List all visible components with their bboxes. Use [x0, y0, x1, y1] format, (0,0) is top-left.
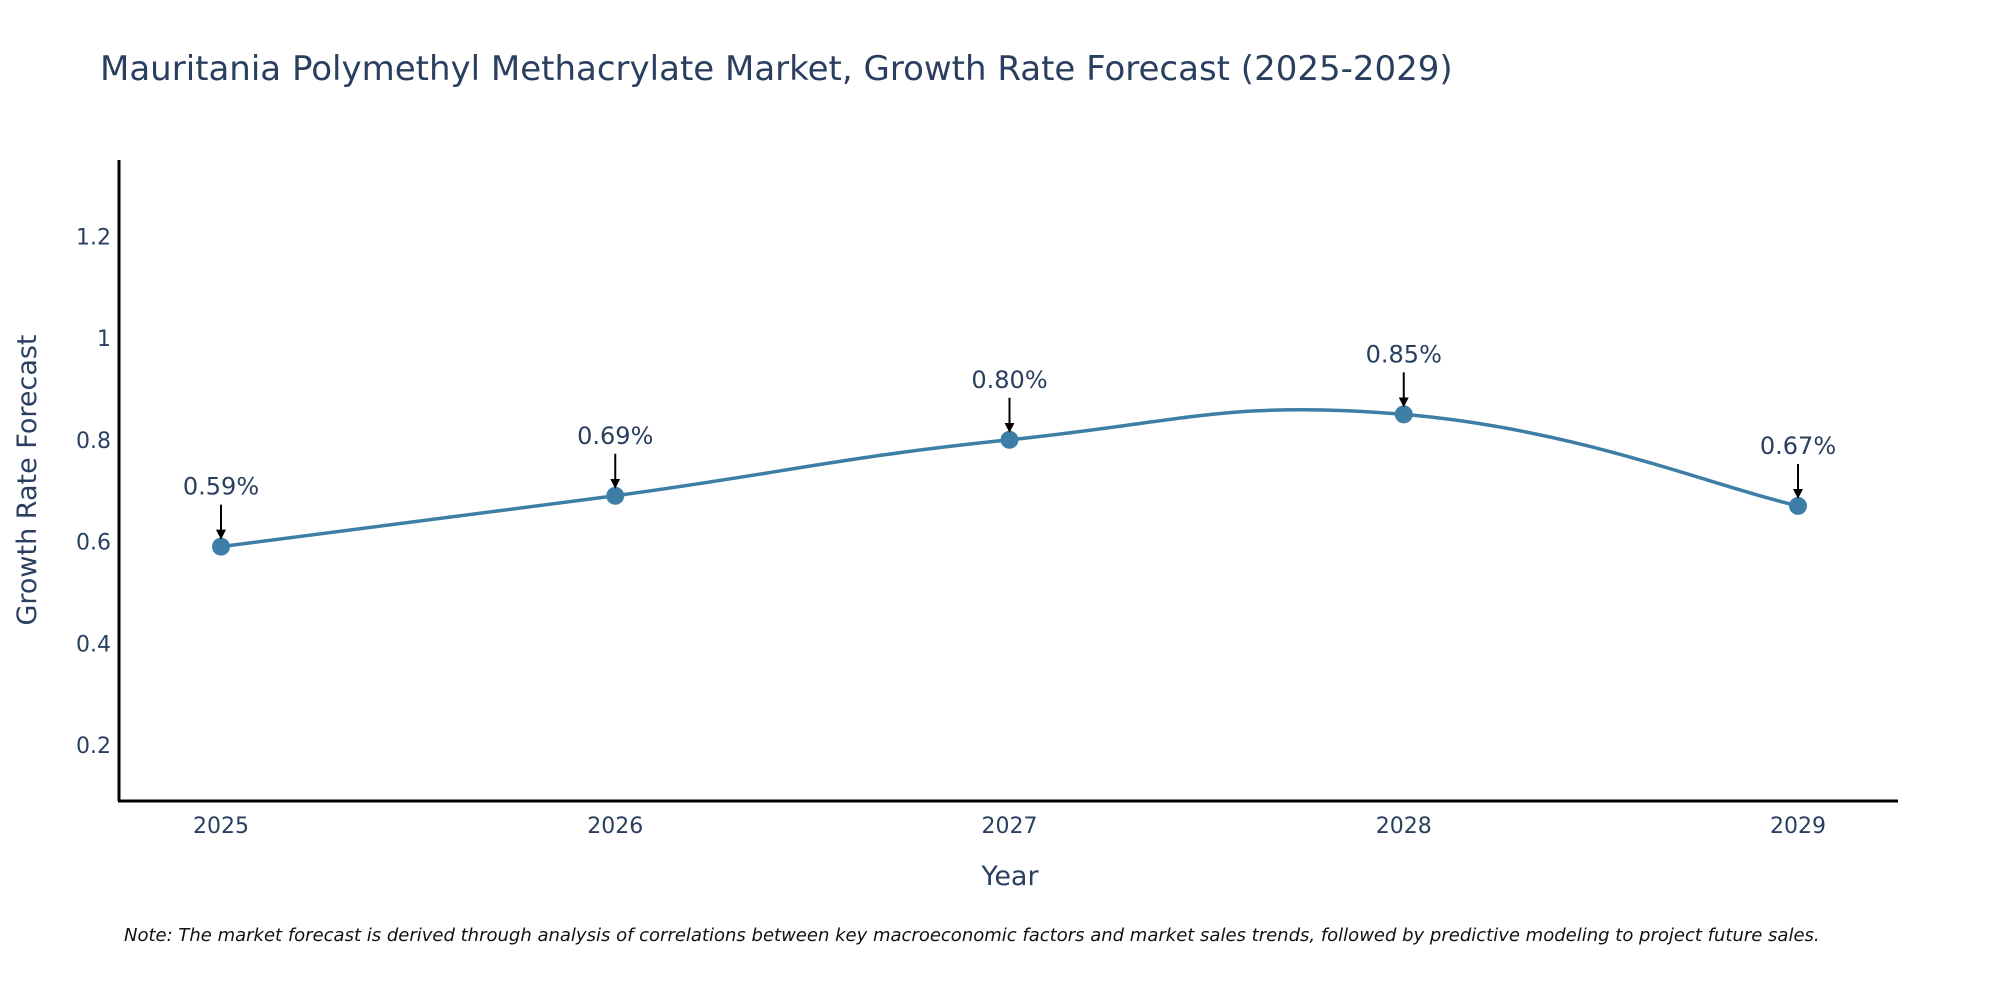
footnote: Note: The market forecast is derived thr…	[124, 925, 1820, 946]
data-point	[1394, 405, 1413, 424]
data-point	[1000, 430, 1019, 449]
y-tick-label: 1.2	[76, 225, 111, 250]
data-point	[606, 486, 625, 505]
y-tick-label: 0.4	[76, 632, 111, 657]
x-tick-label: 2029	[1770, 814, 1826, 839]
data-label: 0.67%	[1760, 432, 1836, 460]
data-labels: 0.59% 0.69% 0.80% 0.85% 0.67%	[183, 340, 1836, 540]
y-tick-label: 0.6	[76, 531, 111, 556]
y-axis: 0.2 0.4 0.6 0.8 1 1.2	[76, 160, 121, 801]
x-tick-label: 2028	[1376, 814, 1432, 839]
series-growth-rate	[212, 405, 1807, 556]
y-axis-title: Growth Rate Forecast	[12, 334, 43, 625]
series-line	[220, 407, 1799, 549]
data-point	[1789, 496, 1807, 515]
chart-title: Mauritania Polymethyl Methacrylate Marke…	[100, 49, 1453, 89]
data-point	[212, 537, 230, 556]
data-label: 0.59%	[183, 473, 259, 501]
x-axis: 2025 2026 2027 2028 2029	[118, 799, 1898, 839]
data-label: 0.69%	[577, 422, 653, 450]
x-axis-title: Year	[980, 861, 1039, 892]
data-label: 0.85%	[1366, 340, 1442, 368]
y-tick-label: 0.8	[76, 429, 111, 454]
y-tick-label: 0.2	[76, 734, 111, 759]
x-tick-label: 2026	[587, 814, 643, 839]
y-tick-label: 1	[97, 327, 111, 352]
data-label: 0.80%	[971, 366, 1047, 394]
x-tick-label: 2025	[193, 814, 249, 839]
x-tick-label: 2027	[982, 814, 1038, 839]
